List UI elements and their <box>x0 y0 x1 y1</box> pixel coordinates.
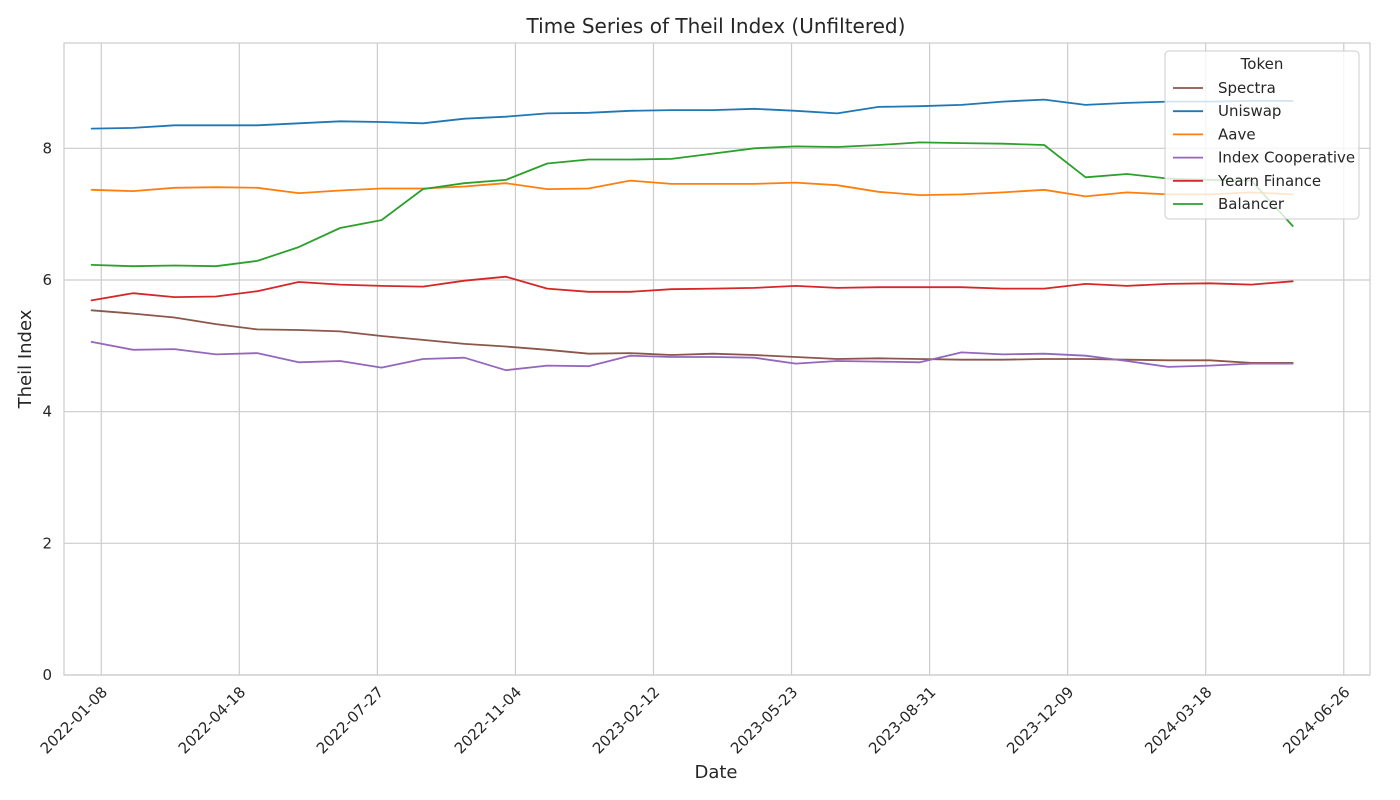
legend-label-aave: Aave <box>1218 125 1256 143</box>
legend-label-index-cooperative: Index Cooperative <box>1218 149 1355 167</box>
legend: Token Spectra Uniswap Aave Index Cooperativ… <box>1164 50 1360 220</box>
series-line-index-cooperative <box>90 340 1294 372</box>
y-tick-label: 0 <box>42 666 52 684</box>
series-lines <box>90 98 1294 372</box>
series-line-uniswap <box>90 98 1294 130</box>
series-line-aave <box>90 179 1294 198</box>
y-tick-label: 8 <box>42 139 52 157</box>
grid-lines <box>64 43 1370 676</box>
legend-label-uniswap: Uniswap <box>1218 102 1281 120</box>
y-axis-title: Theil Index <box>15 309 36 409</box>
legend-label-balancer: Balancer <box>1218 195 1285 213</box>
y-tick-label: 6 <box>42 271 52 289</box>
chart-title: Time Series of Theil Index (Unfiltered) <box>526 14 906 38</box>
legend-label-spectra: Spectra <box>1218 79 1276 97</box>
legend-label-yearn-finance: Yearn Finance <box>1217 172 1321 190</box>
series-line-spectra <box>90 309 1294 364</box>
series-line-yearn-finance <box>90 275 1294 302</box>
y-tick-label: 4 <box>42 403 52 421</box>
x-axis-title: Date <box>694 762 737 783</box>
legend-box <box>1164 50 1360 220</box>
y-axis-ticks: 0 2 4 6 8 <box>42 139 52 684</box>
legend-title: Token <box>1240 55 1284 73</box>
y-tick-label: 2 <box>42 534 52 552</box>
series-line-balancer <box>90 141 1294 268</box>
